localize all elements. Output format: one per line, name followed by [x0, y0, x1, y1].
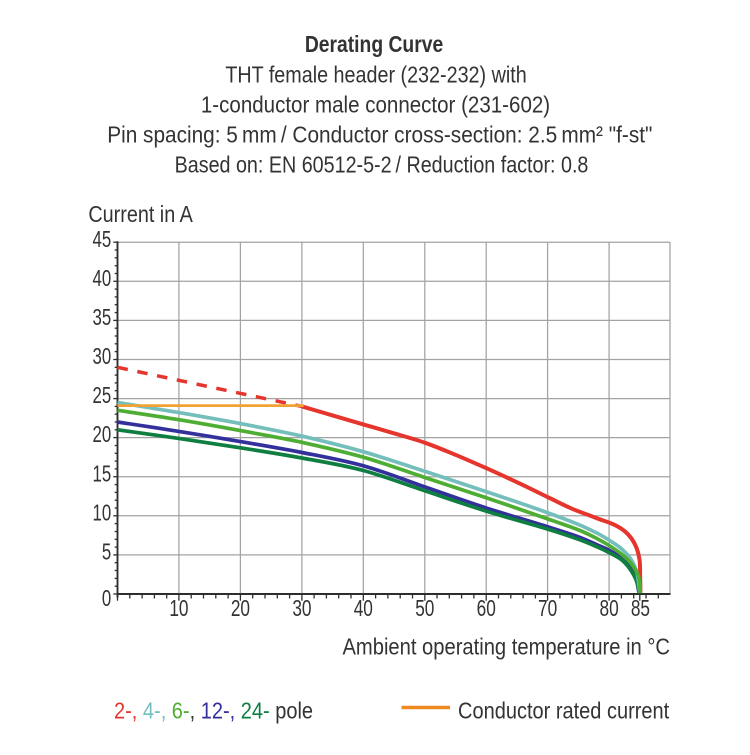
- svg-text:1-conductor male connector (23: 1-conductor male connector (231-602): [201, 91, 550, 117]
- svg-text:40: 40: [93, 266, 112, 291]
- svg-text:10: 10: [93, 501, 112, 526]
- svg-text:25: 25: [93, 384, 112, 409]
- svg-text:Ambient operating temperature: Ambient operating temperature in °C: [342, 633, 670, 660]
- svg-text:2-, 4-, 6-, 12-, 24- pole: 2-, 4-, 6-, 12-, 24- pole: [114, 697, 313, 724]
- svg-text:Pin spacing: 5 mm / Conductor: Pin spacing: 5 mm / Conductor cross-sect…: [107, 122, 652, 148]
- svg-text:5: 5: [102, 540, 111, 565]
- svg-text:50: 50: [415, 597, 434, 622]
- svg-text:10: 10: [169, 597, 188, 622]
- svg-text:30: 30: [292, 597, 311, 622]
- svg-text:35: 35: [93, 306, 112, 331]
- svg-text:70: 70: [538, 597, 557, 622]
- svg-text:20: 20: [93, 423, 112, 448]
- svg-text:20: 20: [231, 597, 250, 622]
- svg-text:80: 80: [600, 597, 619, 622]
- svg-text:THT female header (232-232) wi: THT female header (232-232) with: [225, 62, 526, 88]
- svg-text:15: 15: [93, 462, 112, 487]
- svg-text:Derating Curve: Derating Curve: [305, 33, 444, 58]
- svg-text:40: 40: [354, 597, 373, 622]
- svg-text:30: 30: [93, 345, 112, 370]
- svg-text:Current in A: Current in A: [88, 202, 193, 228]
- svg-text:85: 85: [631, 597, 650, 622]
- svg-text:0: 0: [102, 586, 111, 611]
- svg-text:Based on: EN 60512-5-2 / Reduc: Based on: EN 60512-5-2 / Reduction facto…: [175, 152, 589, 178]
- svg-text:60: 60: [477, 597, 496, 622]
- svg-text:Conductor rated current: Conductor rated current: [458, 697, 669, 724]
- svg-text:45: 45: [93, 227, 112, 252]
